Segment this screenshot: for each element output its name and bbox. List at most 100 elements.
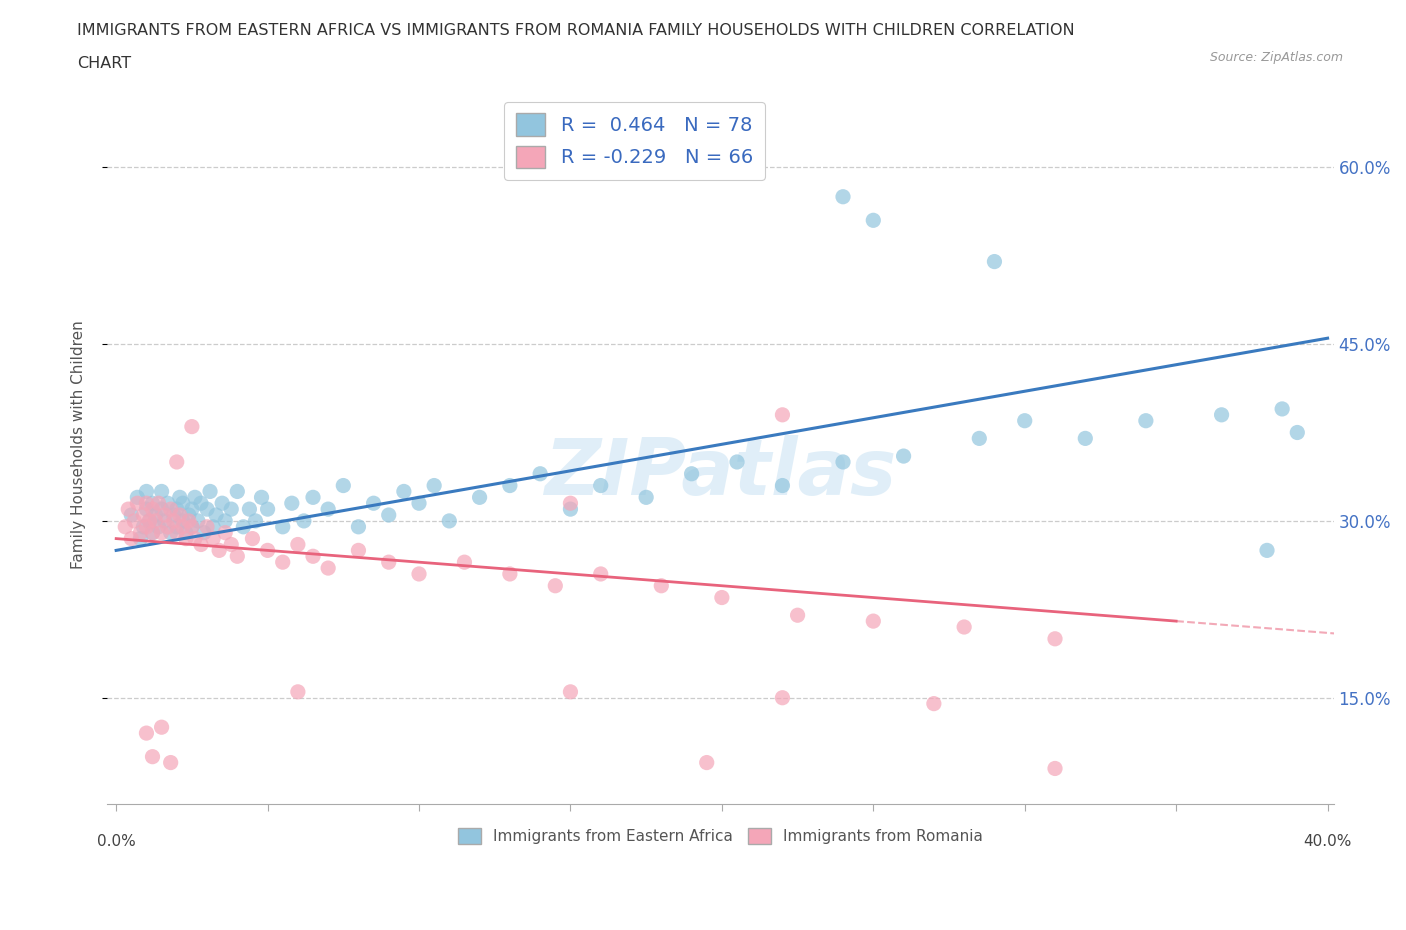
Point xyxy=(141,496,163,511)
Point xyxy=(250,490,273,505)
Point xyxy=(232,519,254,534)
Point xyxy=(141,525,163,540)
Point xyxy=(238,501,260,516)
Point xyxy=(214,513,236,528)
Point xyxy=(953,619,976,634)
Point xyxy=(786,608,808,623)
Point xyxy=(363,496,385,511)
Point xyxy=(177,508,200,523)
Text: CHART: CHART xyxy=(77,56,131,71)
Point xyxy=(156,496,179,511)
Point xyxy=(205,508,228,523)
Point xyxy=(153,513,176,528)
Point xyxy=(893,448,915,463)
Point xyxy=(141,525,163,540)
Point xyxy=(127,490,149,505)
Point xyxy=(696,755,718,770)
Point xyxy=(347,543,370,558)
Point xyxy=(256,501,278,516)
Point xyxy=(211,496,233,511)
Point xyxy=(180,419,202,434)
Point xyxy=(392,484,415,498)
Point xyxy=(983,254,1005,269)
Point xyxy=(148,519,170,534)
Point xyxy=(226,549,249,564)
Point xyxy=(141,750,163,764)
Point xyxy=(150,484,173,498)
Point xyxy=(193,525,215,540)
Point xyxy=(159,755,181,770)
Point xyxy=(772,407,794,422)
Point xyxy=(172,496,194,511)
Point xyxy=(681,466,703,481)
Point xyxy=(150,525,173,540)
Point xyxy=(114,519,136,534)
Point xyxy=(208,543,231,558)
Point xyxy=(195,519,218,534)
Point xyxy=(163,513,186,528)
Point xyxy=(166,525,188,540)
Text: IMMIGRANTS FROM EASTERN AFRICA VS IMMIGRANTS FROM ROMANIA FAMILY HOUSEHOLDS WITH: IMMIGRANTS FROM EASTERN AFRICA VS IMMIGR… xyxy=(77,23,1076,38)
Point xyxy=(129,531,152,546)
Point xyxy=(1256,543,1278,558)
Point xyxy=(153,508,176,523)
Point xyxy=(1271,402,1294,417)
Point xyxy=(166,455,188,470)
Point xyxy=(862,614,884,629)
Point xyxy=(1043,761,1066,776)
Point xyxy=(135,519,157,534)
Point xyxy=(135,496,157,511)
Point xyxy=(219,501,242,516)
Point xyxy=(439,513,461,528)
Y-axis label: Family Households with Children: Family Households with Children xyxy=(72,320,86,568)
Point xyxy=(145,508,167,523)
Point xyxy=(184,531,207,546)
Point xyxy=(529,466,551,481)
Point xyxy=(120,508,142,523)
Point xyxy=(560,496,582,511)
Point xyxy=(180,519,202,534)
Point xyxy=(172,519,194,534)
Point xyxy=(180,519,202,534)
Point xyxy=(1286,425,1309,440)
Point xyxy=(135,484,157,498)
Point xyxy=(226,484,249,498)
Point xyxy=(180,501,202,516)
Point xyxy=(138,513,160,528)
Text: 40.0%: 40.0% xyxy=(1303,834,1351,849)
Point xyxy=(166,519,188,534)
Point xyxy=(1014,413,1036,428)
Point xyxy=(132,508,155,523)
Point xyxy=(169,490,191,505)
Point xyxy=(148,496,170,511)
Point xyxy=(710,591,733,605)
Point xyxy=(862,213,884,228)
Point xyxy=(159,501,181,516)
Text: Source: ZipAtlas.com: Source: ZipAtlas.com xyxy=(1209,51,1343,64)
Point xyxy=(187,513,209,528)
Point xyxy=(1043,631,1066,646)
Point xyxy=(271,519,294,534)
Point xyxy=(292,513,315,528)
Legend: Immigrants from Eastern Africa, Immigrants from Romania: Immigrants from Eastern Africa, Immigran… xyxy=(451,822,988,850)
Point xyxy=(560,684,582,699)
Point xyxy=(1074,431,1097,445)
Point xyxy=(174,531,197,546)
Point xyxy=(377,508,399,523)
Point xyxy=(287,684,309,699)
Point xyxy=(150,501,173,516)
Point xyxy=(163,508,186,523)
Point xyxy=(174,525,197,540)
Point xyxy=(117,501,139,516)
Point xyxy=(166,501,188,516)
Point xyxy=(347,519,370,534)
Point xyxy=(772,478,794,493)
Point xyxy=(124,513,146,528)
Point xyxy=(468,490,491,505)
Point xyxy=(650,578,672,593)
Point xyxy=(636,490,658,505)
Point xyxy=(377,554,399,569)
Point xyxy=(453,554,475,569)
Point xyxy=(214,525,236,540)
Point xyxy=(202,531,225,546)
